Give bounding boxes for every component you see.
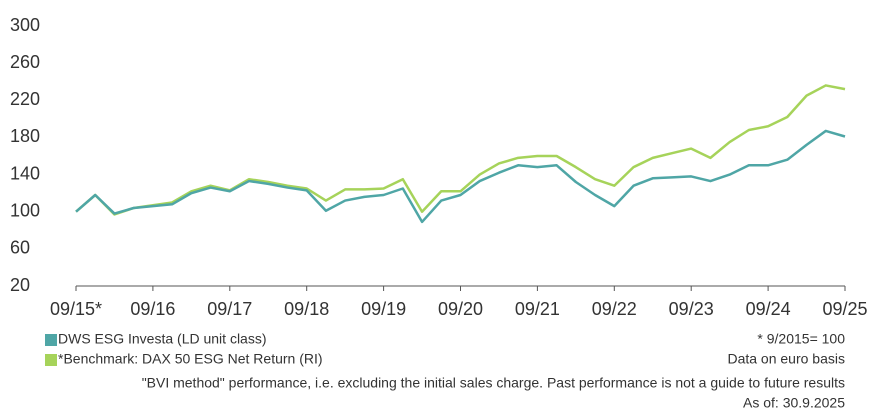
y-tick-label: 260: [10, 52, 40, 72]
note: * 9/2015= 100: [757, 331, 845, 347]
note: Data on euro basis: [727, 351, 845, 367]
x-tick-label: 09/24: [746, 299, 791, 319]
legend-label: DWS ESG Investa (LD unit class): [58, 331, 267, 347]
x-tick-label: 09/15*: [50, 299, 102, 319]
x-tick-label: 09/19: [361, 299, 406, 319]
as-of: As of: 30.9.2025: [743, 395, 845, 411]
x-tick-label: 09/18: [284, 299, 329, 319]
y-tick-label: 140: [10, 163, 40, 183]
x-tick-label: 09/25: [822, 299, 867, 319]
x-tick-label: 09/22: [592, 299, 637, 319]
y-tick-label: 180: [10, 126, 40, 146]
footer: "BVI method" performance, i.e. excluding…: [142, 375, 845, 391]
y-tick-label: 220: [10, 89, 40, 109]
series-line: [75, 84, 846, 216]
y-tick-label: 100: [10, 200, 40, 220]
series-line: [75, 129, 846, 224]
x-tick-label: 09/21: [515, 299, 560, 319]
legend-label: *Benchmark: DAX 50 ESG Net Return (RI): [58, 351, 323, 367]
x-tick-label: 09/17: [207, 299, 252, 319]
x-tick-label: 09/23: [669, 299, 714, 319]
y-tick-label: 20: [10, 275, 30, 295]
legend-swatch: [45, 354, 57, 366]
y-tick-label: 300: [10, 15, 40, 35]
y-tick-label: 60: [10, 238, 30, 258]
x-tick-label: 09/20: [438, 299, 483, 319]
legend-swatch: [45, 334, 57, 346]
x-tick-label: 09/16: [130, 299, 175, 319]
